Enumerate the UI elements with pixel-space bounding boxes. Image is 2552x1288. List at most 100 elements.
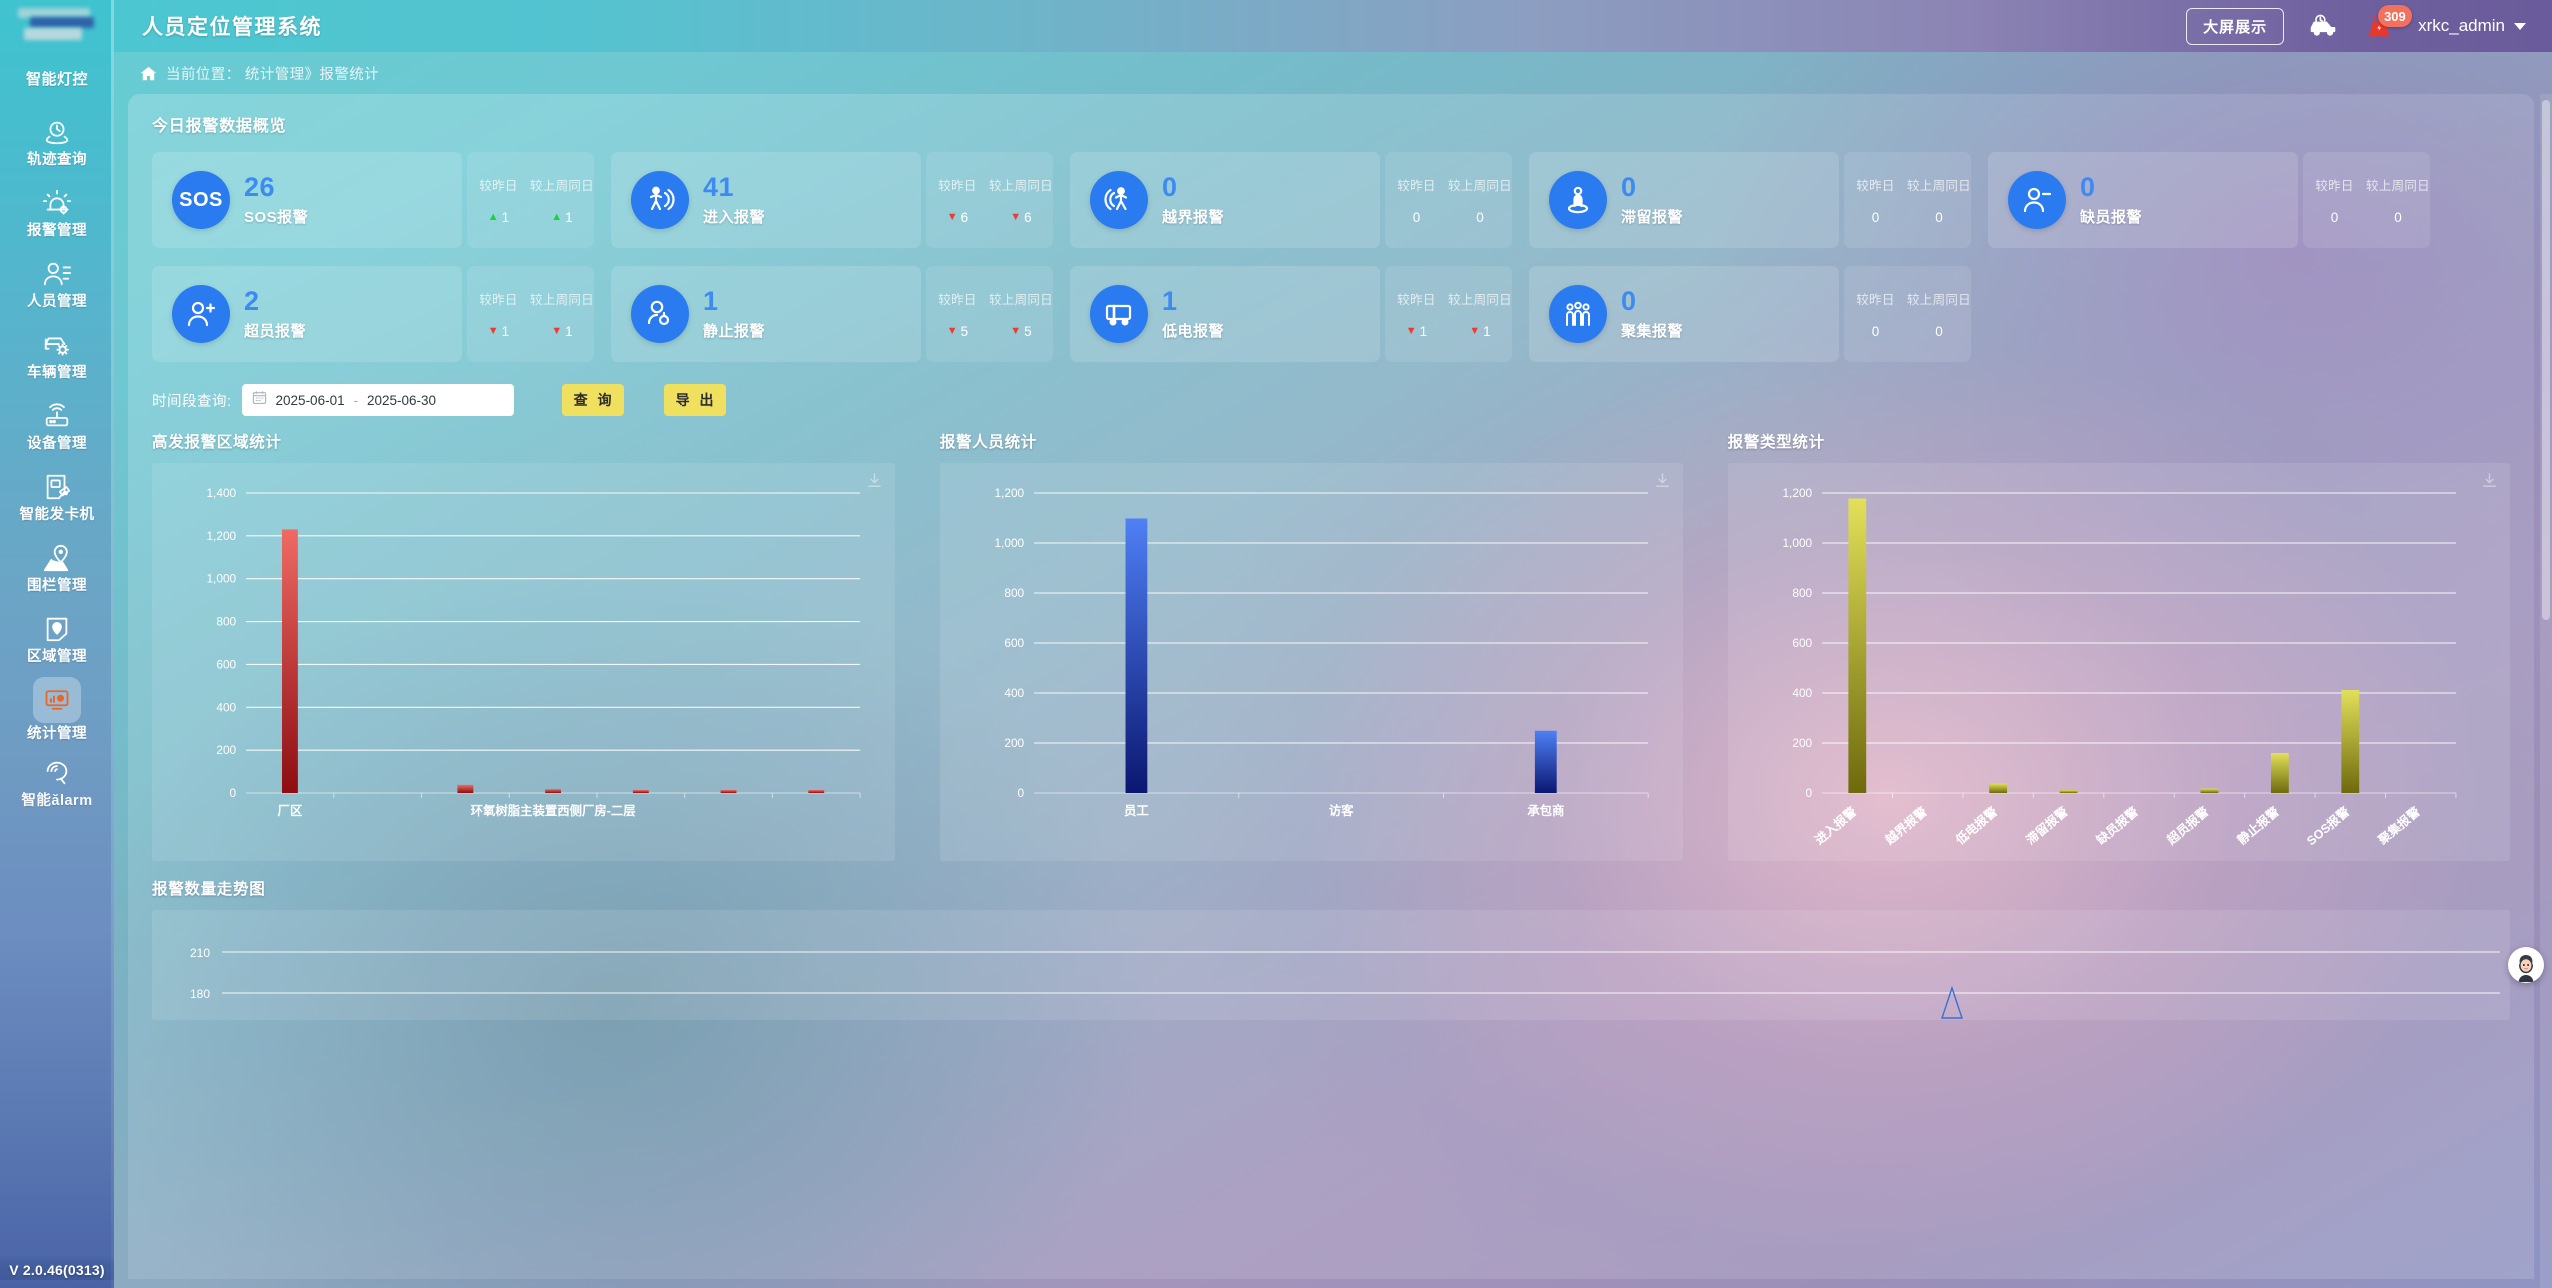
- alarm-card[interactable]: 0 聚集报警 较昨日 0 较上周同日 0: [1529, 266, 1971, 362]
- alarm-card-value: 0: [1621, 285, 1637, 316]
- compare-yesterday-value: ▼ 5: [947, 324, 968, 339]
- compare-yesterday-number: 1: [1419, 324, 1428, 339]
- download-icon[interactable]: [2481, 472, 2498, 494]
- alarm-card-value: 1: [1162, 285, 1178, 316]
- smart-broadcast-icon: [36, 756, 78, 790]
- alarm-card[interactable]: 0 滞留报警 较昨日 0 较上周同日 0: [1529, 152, 1971, 248]
- sidebar-item-label: 车辆管理: [27, 365, 87, 382]
- sidebar-item-area-manage[interactable]: 区域管理: [0, 603, 114, 674]
- alarm-card-text: 0 越界报警: [1162, 172, 1224, 227]
- alarm-card-compare: 较昨日 ▼ 5 较上周同日 ▼ 5: [926, 266, 1053, 362]
- alarm-card-value: 0: [2080, 171, 2096, 202]
- compare-yesterday: 较昨日 ▼ 1: [467, 266, 530, 362]
- compare-lastweek: 较上周同日 ▼ 1: [530, 266, 594, 362]
- sidebar: 智能灯控 轨迹查询 报警管理 人员管理: [0, 0, 114, 1288]
- alarm-card-main[interactable]: 0 缺员报警: [1988, 152, 2298, 248]
- chart-block-person: 报警人员统计 0 200 400 600 800 1,000 1,200 员工 访客 承包商: [939, 430, 1683, 861]
- sidebar-item-track-query[interactable]: 轨迹查询: [0, 106, 114, 177]
- compare-yesterday-label: 较昨日: [479, 293, 518, 307]
- svg-text:400: 400: [1792, 686, 1812, 700]
- page-scrollbar-thumb[interactable]: [2542, 100, 2550, 620]
- alarm-card-name: 进入报警: [703, 209, 766, 227]
- user-name: xrkc_admin: [2418, 16, 2505, 35]
- alarm-card-name: 缺员报警: [2080, 209, 2143, 227]
- chart-alarm-trend[interactable]: 180 210: [152, 910, 2510, 1020]
- sidebar-item-statistics-manage[interactable]: 统计管理: [0, 674, 114, 745]
- sidebar-item-alarm-manage[interactable]: 报警管理: [0, 177, 114, 248]
- alarm-card-compare: 较昨日 0 较上周同日 0: [1844, 266, 1971, 362]
- compare-yesterday-number: 0: [1871, 324, 1880, 339]
- sidebar-item-light-control[interactable]: 智能灯控: [0, 52, 114, 106]
- sidebar-item-fence-manage[interactable]: 围栏管理: [0, 532, 114, 603]
- overstaff-icon: [172, 285, 230, 343]
- sidebar-item-vehicle-manage[interactable]: 车辆管理: [0, 319, 114, 390]
- arrow-down-icon: ▼: [1469, 325, 1481, 337]
- download-icon[interactable]: [866, 472, 883, 494]
- alarm-card-main[interactable]: SOS 26 SOS报警: [152, 152, 462, 248]
- logo-blurred-image: [18, 5, 96, 47]
- time-filter-label: 时间段查询:: [152, 393, 232, 410]
- alarm-card[interactable]: 41 进入报警 较昨日 ▼ 6 较上周同日 ▼ 6: [611, 152, 1053, 248]
- breadcrumb-text: 当前位置： 统计管理》报警统计: [166, 66, 380, 83]
- alarm-card[interactable]: 1 静止报警 较昨日 ▼ 5 较上周同日 ▼ 5: [611, 266, 1053, 362]
- alarm-card-value: 26: [244, 171, 276, 202]
- compare-lastweek: 较上周同日 0: [1448, 152, 1512, 248]
- alarm-bell-icon[interactable]: 309: [2362, 5, 2412, 41]
- chart-person-statistics[interactable]: 0 200 400 600 800 1,000 1,200 员工 访客 承包商: [939, 463, 1683, 861]
- alarm-card-main[interactable]: 0 滞留报警: [1529, 152, 1839, 248]
- sidebar-item-person-manage[interactable]: 人员管理: [0, 248, 114, 319]
- alarm-card-main[interactable]: 41 进入报警: [611, 152, 921, 248]
- chart-title-area: 高发报警区域统计: [152, 434, 282, 451]
- chart-area-statistics[interactable]: 0 200 400 600 800 1,000 1,200 1,400 厂区 环氧树脂主装置西侧厂…: [152, 463, 895, 861]
- alarm-card[interactable]: 0 缺员报警 较昨日 0 较上周同日 0: [1988, 152, 2430, 248]
- arrow-down-icon: ▼: [551, 325, 563, 337]
- compare-lastweek-number: 5: [1024, 324, 1032, 339]
- alarm-card-main[interactable]: 2 超员报警: [152, 266, 462, 362]
- home-icon[interactable]: [140, 65, 157, 82]
- alarm-card[interactable]: 0 越界报警 较昨日 0 较上周同日 0: [1070, 152, 1512, 248]
- alarm-card[interactable]: SOS 26 SOS报警 较昨日 ▲ 1 较上周同日 ▲ 1: [152, 152, 594, 248]
- alarm-card[interactable]: 1 低电报警 较昨日 ▼ 1 较上周同日 ▼ 1: [1070, 266, 1512, 362]
- alarm-card-main[interactable]: 1 低电报警: [1070, 266, 1380, 362]
- compare-yesterday-label: 较昨日: [1397, 179, 1436, 193]
- download-icon[interactable]: [1654, 472, 1671, 494]
- big-screen-button[interactable]: 大屏展示: [2186, 7, 2285, 45]
- car-icon[interactable]: [2306, 11, 2340, 41]
- date-range-input[interactable]: 2025-06-01 - 2025-06-30: [241, 384, 514, 416]
- arrow-down-icon: ▼: [946, 325, 958, 337]
- sidebar-item-device-manage[interactable]: 设备管理: [0, 390, 114, 461]
- date-separator: -: [353, 392, 358, 408]
- compare-yesterday-value: 0: [2331, 210, 2339, 225]
- svg-text:1,200: 1,200: [1782, 486, 1812, 500]
- chart-svg-type: 0 200 400 600 800 1,000 1,200 进入报警 越界报警 低电报警 滞留报警缺…: [1782, 486, 2457, 848]
- sidebar-item-card-dispenser[interactable]: 智能发卡机: [0, 461, 114, 532]
- assistant-avatar[interactable]: [2508, 947, 2544, 983]
- sidebar-item-label: 区域管理: [27, 649, 87, 666]
- page-scrollbar-track[interactable]: [2540, 94, 2552, 1288]
- svg-text:200: 200: [1004, 736, 1024, 750]
- compare-lastweek-value: 0: [1935, 210, 1943, 225]
- app-version: V 2.0.46(0313): [0, 1256, 114, 1280]
- svg-text:600: 600: [1004, 636, 1024, 650]
- svg-text:800: 800: [1004, 586, 1024, 600]
- compare-yesterday-number: 5: [960, 324, 969, 339]
- chart-type-statistics[interactable]: 0 200 400 600 800 1,000 1,200 进入报警 越界报警 低电报警 滞留报警缺…: [1727, 463, 2510, 861]
- query-button[interactable]: 查 询: [561, 384, 624, 416]
- chart-title-person: 报警人员统计: [939, 434, 1037, 451]
- export-button[interactable]: 导 出: [663, 384, 726, 416]
- trend-section: 报警数量走势图 180 210: [152, 877, 2510, 1020]
- start-date-value: 2025-06-01: [275, 392, 345, 408]
- alarm-card-name: 静止报警: [703, 323, 766, 341]
- alarm-card-main[interactable]: 1 静止报警: [611, 266, 921, 362]
- compare-lastweek-label: 较上周同日: [1447, 179, 1512, 193]
- compare-yesterday-value: ▼ 6: [947, 210, 968, 225]
- alarm-card-main[interactable]: 0 聚集报警: [1529, 266, 1839, 362]
- user-menu[interactable]: xrkc_admin: [2418, 16, 2526, 36]
- sidebar-item-smart-broadcast[interactable]: 智能ălarm: [0, 745, 114, 819]
- svg-text:SOS报警: SOS报警: [2303, 803, 2352, 848]
- svg-text:聚集报警: 聚集报警: [2374, 803, 2423, 848]
- svg-text:1,200: 1,200: [206, 529, 236, 543]
- alarm-card-main[interactable]: 0 越界报警: [1070, 152, 1380, 248]
- app-header: 人员定位管理系统 大屏展示 309 xrkc_admin: [114, 0, 2552, 52]
- alarm-card[interactable]: 2 超员报警 较昨日 ▼ 1 较上周同日 ▼ 1: [152, 266, 594, 362]
